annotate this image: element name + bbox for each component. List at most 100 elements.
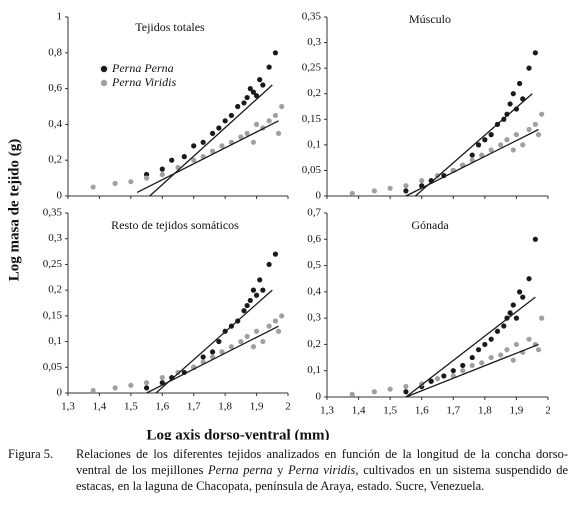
data-point <box>250 139 257 145</box>
y-tick-label: 0,05 <box>302 164 322 176</box>
data-point <box>244 333 250 340</box>
data-point <box>513 106 520 112</box>
data-point <box>349 190 355 197</box>
data-point <box>266 64 272 70</box>
species: Perna perna <box>208 463 273 477</box>
data-point <box>513 132 520 138</box>
data-point <box>257 77 263 83</box>
fit-line <box>149 84 273 197</box>
y-tick-label: 0,05 <box>43 361 63 373</box>
data-point <box>238 338 244 345</box>
data-point <box>479 360 485 366</box>
data-point <box>488 336 494 342</box>
data-point <box>371 188 377 194</box>
data-point <box>504 347 510 353</box>
data-point <box>143 385 150 391</box>
x-tick-label: 1,5 <box>383 405 397 417</box>
y-tick-label: 0,6 <box>48 82 62 94</box>
data-point <box>479 152 485 158</box>
caption-part: y <box>272 463 289 477</box>
data-point <box>260 338 266 345</box>
y-tick-label: 0,2 <box>307 87 321 99</box>
data-point <box>526 276 532 282</box>
data-point <box>200 139 206 145</box>
data-point <box>501 323 507 329</box>
data-point <box>128 179 134 185</box>
fit-line <box>405 343 539 398</box>
data-point <box>247 86 253 92</box>
data-point <box>275 328 282 334</box>
data-point <box>494 328 501 334</box>
panel-title: Músculo <box>409 12 451 26</box>
data-point <box>250 89 257 95</box>
fit-line <box>414 93 533 197</box>
data-point <box>434 172 441 179</box>
x-tick-label: 1,6 <box>415 405 429 417</box>
y-tick-label: 0,6 <box>307 233 321 245</box>
data-point <box>513 341 520 348</box>
data-point <box>272 318 279 324</box>
data-point <box>516 289 523 295</box>
data-point <box>272 112 279 119</box>
data-point <box>539 111 545 117</box>
y-tick-label: 0,35 <box>43 207 63 219</box>
data-point <box>403 383 409 390</box>
data-point <box>112 385 118 391</box>
data-point <box>112 180 118 187</box>
data-point <box>428 378 434 384</box>
data-point <box>526 65 532 71</box>
y-tick-label: 0,4 <box>48 118 62 130</box>
data-point <box>520 142 526 148</box>
x-tick-label: 2 <box>285 401 291 413</box>
x-tick-label: 1,3 <box>320 405 334 417</box>
data-point <box>209 148 216 154</box>
data-point <box>510 147 516 153</box>
data-point <box>510 91 516 97</box>
data-point <box>498 352 504 358</box>
data-point <box>520 294 526 300</box>
y-tick-label: 1 <box>57 11 63 23</box>
data-point <box>460 368 466 374</box>
data-point <box>175 369 181 376</box>
data-point <box>498 142 504 148</box>
data-point <box>143 171 150 178</box>
x-tick-label: 1,9 <box>510 405 524 417</box>
data-point <box>482 137 488 143</box>
fit-line <box>405 128 539 197</box>
data-point <box>526 336 532 342</box>
data-point <box>222 118 228 124</box>
caption: Figura 5. Relaciones de los diferentes t… <box>8 446 568 494</box>
data-point <box>191 157 197 163</box>
species: Perna viridis <box>288 463 356 477</box>
data-point <box>469 362 475 369</box>
data-point <box>403 389 409 395</box>
data-point <box>143 380 150 386</box>
data-point <box>250 287 257 293</box>
data-point <box>228 344 235 350</box>
data-point <box>539 315 545 321</box>
x-tick-label: 1,6 <box>155 401 169 413</box>
x-tick-label: 2 <box>545 405 551 417</box>
data-point <box>535 347 542 353</box>
fit-line <box>405 296 536 398</box>
y-tick-label: 0,8 <box>48 46 62 58</box>
data-point <box>90 387 96 394</box>
data-point <box>266 118 272 124</box>
data-point <box>272 251 279 257</box>
data-point <box>253 93 260 99</box>
data-point <box>475 347 482 353</box>
data-point <box>279 313 285 319</box>
y-tick-label: 0,2 <box>48 284 62 296</box>
x-tick-label: 1,3 <box>61 401 75 413</box>
y-tick-label: 0,25 <box>43 258 63 270</box>
data-point <box>143 175 150 181</box>
y-tick-label: 0,35 <box>302 11 322 23</box>
x-tick-label: 1,5 <box>124 401 138 413</box>
data-point <box>504 137 510 143</box>
y-tick-label: 0,7 <box>307 207 321 219</box>
y-tick-label: 0,1 <box>48 335 62 347</box>
y-tick-label: 0 <box>57 387 63 399</box>
data-point <box>200 354 206 360</box>
data-point <box>228 112 235 119</box>
data-point <box>244 302 250 309</box>
